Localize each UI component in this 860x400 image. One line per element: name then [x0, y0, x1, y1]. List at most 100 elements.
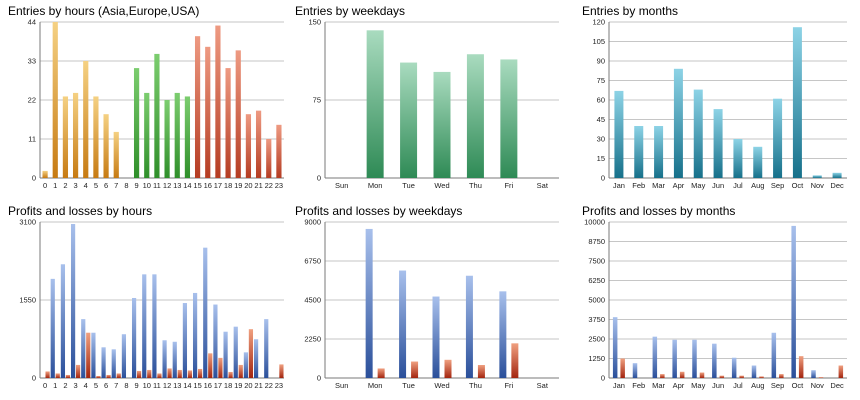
x-tick-label: 3	[73, 381, 77, 390]
x-tick-label: 22	[265, 381, 273, 390]
x-tick-label: Feb	[632, 181, 645, 190]
entries-by-weekdays-chart: 0 75 150 Sun Mon Tue Wed Thu Fri Sat	[308, 18, 559, 190]
y-tick-label: 7500	[588, 257, 605, 266]
profit-bar	[162, 340, 167, 378]
bar	[174, 92, 180, 178]
y-tick-label: 6750	[304, 257, 321, 266]
loss-bar	[411, 361, 419, 378]
loss-bar	[208, 353, 213, 378]
x-tick-label: 6	[104, 181, 108, 190]
bar	[103, 114, 109, 178]
y-tick-label: 45	[597, 115, 605, 124]
x-tick-label: 18	[224, 381, 232, 390]
x-tick-label: 19	[234, 181, 242, 190]
profits-losses-by-months-chart: 0 1250 2500 3750 5000 6250 7500 8750 10000 Jan Feb…	[584, 218, 847, 390]
x-tick-label: 4	[84, 381, 88, 390]
y-tick-label: 105	[592, 37, 605, 46]
loss-bar	[660, 374, 665, 378]
loss-bar	[377, 368, 385, 378]
bar	[634, 126, 644, 178]
bar	[792, 27, 802, 179]
loss-bar	[177, 369, 182, 378]
x-tick-label: May	[691, 381, 705, 390]
x-tick-label: 1	[53, 381, 57, 390]
bar	[133, 68, 140, 178]
bar	[693, 89, 703, 178]
x-tick-label: 17	[214, 381, 222, 390]
loss-bar	[96, 375, 101, 378]
profit-bar	[233, 326, 238, 378]
loss-bar	[620, 358, 625, 378]
x-tick-label: 13	[173, 381, 181, 390]
y-tick-label: 10000	[584, 218, 605, 227]
y-tick-label: 9000	[304, 218, 321, 227]
bar	[184, 96, 191, 178]
loss-bar	[167, 368, 172, 378]
x-tick-label: 11	[153, 381, 161, 390]
profit-bar	[111, 349, 116, 378]
x-tick-label: 18	[224, 181, 232, 190]
bar	[255, 110, 262, 178]
x-tick-label: Sep	[771, 181, 784, 190]
bar	[713, 109, 723, 178]
x-tick-label: Sun	[335, 381, 348, 390]
x-tick-label: 23	[275, 381, 283, 390]
bar	[614, 90, 624, 178]
x-tick-label: Mar	[652, 181, 665, 190]
loss-bar	[187, 370, 193, 378]
bar	[72, 92, 79, 178]
loss-bar	[197, 368, 203, 378]
loss-bar	[55, 373, 60, 378]
x-tick-label: Sat	[537, 381, 549, 390]
x-tick-label: Oct	[792, 181, 805, 190]
x-tick-label: 14	[183, 181, 191, 190]
bar	[144, 92, 150, 178]
bar	[225, 68, 231, 178]
x-tick-label: Tue	[402, 181, 415, 190]
x-tick-label: Mon	[368, 181, 383, 190]
loss-bar	[136, 370, 142, 378]
profit-bar	[751, 365, 757, 378]
loss-bar	[65, 374, 71, 378]
x-tick-label: 10	[143, 181, 151, 190]
y-tick-label: 22	[28, 96, 36, 105]
x-tick-label: 0	[43, 181, 47, 190]
loss-bar	[248, 329, 254, 378]
y-tick-label: 8750	[588, 237, 605, 246]
bar	[812, 175, 822, 178]
y-tick-label: 3100	[19, 218, 36, 227]
loss-bar	[719, 375, 725, 378]
bar	[52, 22, 58, 178]
profit-bar	[365, 228, 373, 378]
x-tick-label: Fri	[504, 381, 513, 390]
loss-bar	[818, 377, 824, 378]
x-tick-label: Feb	[632, 381, 645, 390]
loss-bar	[279, 364, 284, 378]
loss-bar	[75, 364, 81, 378]
profit-bar	[791, 225, 796, 378]
x-tick-label: 5	[94, 181, 98, 190]
loss-bar	[45, 371, 50, 378]
bar	[753, 146, 763, 178]
bar	[266, 139, 272, 178]
x-tick-label: 9	[134, 381, 138, 390]
x-tick-label: 8	[124, 181, 128, 190]
x-tick-label: 3	[73, 181, 77, 190]
profit-bar	[712, 343, 717, 378]
bar	[93, 96, 99, 178]
x-tick-label: Wed	[434, 381, 449, 390]
x-tick-label: 6	[104, 381, 108, 390]
chart-title: Entries by months	[582, 4, 679, 18]
bar	[400, 62, 418, 179]
profit-bar	[121, 334, 127, 378]
profit-bar	[182, 303, 188, 378]
x-tick-label: Sat	[537, 181, 549, 190]
chart-title: Profits and losses by weekdays	[295, 204, 463, 218]
x-tick-label: Jul	[733, 181, 743, 190]
x-tick-label: 10	[143, 381, 151, 390]
x-tick-label: Nov	[811, 181, 825, 190]
loss-bar	[477, 365, 485, 378]
profit-bar	[131, 297, 137, 378]
